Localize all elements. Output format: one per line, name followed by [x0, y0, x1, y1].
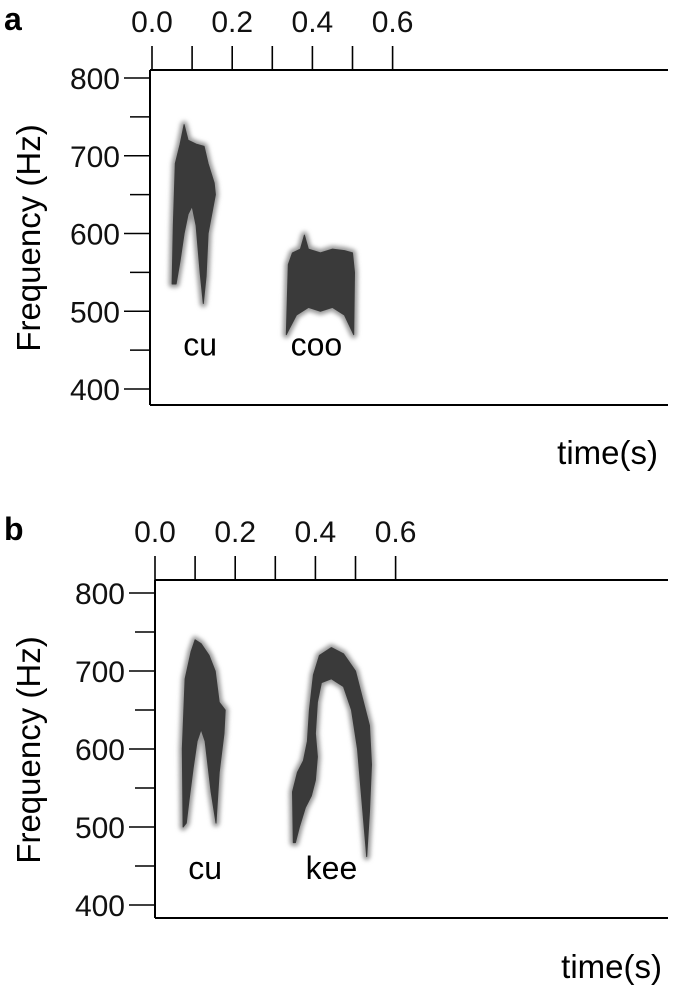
x-tick-label: 0.4: [292, 6, 334, 39]
y-tick-label: 400: [75, 890, 125, 923]
y-axis-label: Frequency (Hz): [10, 124, 47, 351]
call-coo: coo: [282, 231, 358, 362]
panel-a: a cu coo 0.0 0.2 0.4 0.6 400 500 600 700 800 Fre…: [4, 1, 668, 471]
call-contour: [292, 647, 372, 858]
y-tick-label: 600: [75, 734, 125, 767]
call-cu: cu: [168, 121, 219, 362]
calls-layer: cu kee: [178, 636, 375, 886]
y-tick-label: 500: [70, 296, 120, 329]
plot-frame: [154, 579, 668, 919]
call-cu: cu: [178, 636, 229, 886]
plot-frame: [149, 69, 668, 406]
x-tick-label: 0.2: [214, 516, 256, 549]
x-axis-top: 0.0 0.2 0.4 0.6: [134, 516, 416, 580]
x-tick-label: 0.0: [131, 6, 173, 39]
call-contour: [171, 124, 216, 304]
x-tick-label: 0.0: [134, 516, 176, 549]
call-label: cu: [188, 850, 222, 886]
y-tick-label: 700: [75, 656, 125, 689]
y-axis-label: Frequency (Hz): [10, 636, 47, 863]
y-tick-label: 800: [70, 63, 120, 96]
y-tick-label: 800: [75, 578, 125, 611]
x-tick-label: 0.6: [372, 6, 414, 39]
x-axis-label: time(s): [557, 434, 658, 471]
y-tick-label: 600: [70, 219, 120, 252]
call-label: kee: [306, 850, 358, 886]
x-axis-top: 0.0 0.2 0.4 0.6: [131, 6, 413, 70]
x-tick-label: 0.4: [295, 516, 337, 549]
x-tick-label: 0.2: [211, 6, 253, 39]
x-axis-label: time(s): [561, 948, 662, 985]
y-tick-label: 400: [70, 374, 120, 407]
panel-b: b cu kee 0.0 0.2 0.4 0.6 400 500 600 700 800 Fre…: [4, 511, 668, 985]
panel-letter: a: [4, 1, 22, 37]
call-label: coo: [291, 326, 343, 362]
y-tick-label: 500: [75, 812, 125, 845]
y-axis: 400 500 600 700 800: [70, 63, 150, 407]
y-tick-label: 700: [70, 141, 120, 174]
calls-layer: cu coo: [168, 121, 358, 362]
call-contour: [285, 234, 355, 336]
call-contour: [181, 639, 226, 828]
call-kee: kee: [289, 644, 375, 886]
y-axis: 400 500 600 700 800: [75, 578, 155, 923]
panel-letter: b: [4, 511, 24, 547]
x-tick-label: 0.6: [375, 516, 417, 549]
call-label: cu: [183, 326, 217, 362]
